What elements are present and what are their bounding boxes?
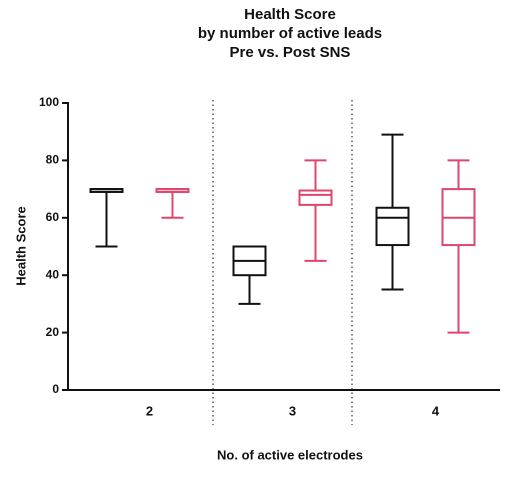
y-tick-label: 20 bbox=[46, 325, 60, 339]
y-axis-label: Health Score bbox=[13, 206, 28, 285]
x-tick-label: 4 bbox=[432, 403, 440, 418]
x-tick-label: 3 bbox=[289, 403, 296, 418]
y-tick-label: 0 bbox=[52, 382, 59, 396]
y-tick-label: 60 bbox=[46, 210, 60, 224]
chart-title: Pre vs. Post SNS bbox=[230, 44, 351, 61]
chart-title: by number of active leads bbox=[198, 25, 382, 42]
y-tick-label: 80 bbox=[46, 153, 60, 167]
chart-title: Health Score bbox=[244, 6, 336, 23]
y-tick-label: 100 bbox=[39, 95, 59, 109]
box bbox=[298, 189, 333, 206]
box bbox=[375, 206, 410, 247]
x-axis-label: No. of active electrodes bbox=[217, 447, 363, 462]
x-tick-label: 2 bbox=[146, 403, 153, 418]
y-tick-label: 40 bbox=[46, 267, 60, 281]
